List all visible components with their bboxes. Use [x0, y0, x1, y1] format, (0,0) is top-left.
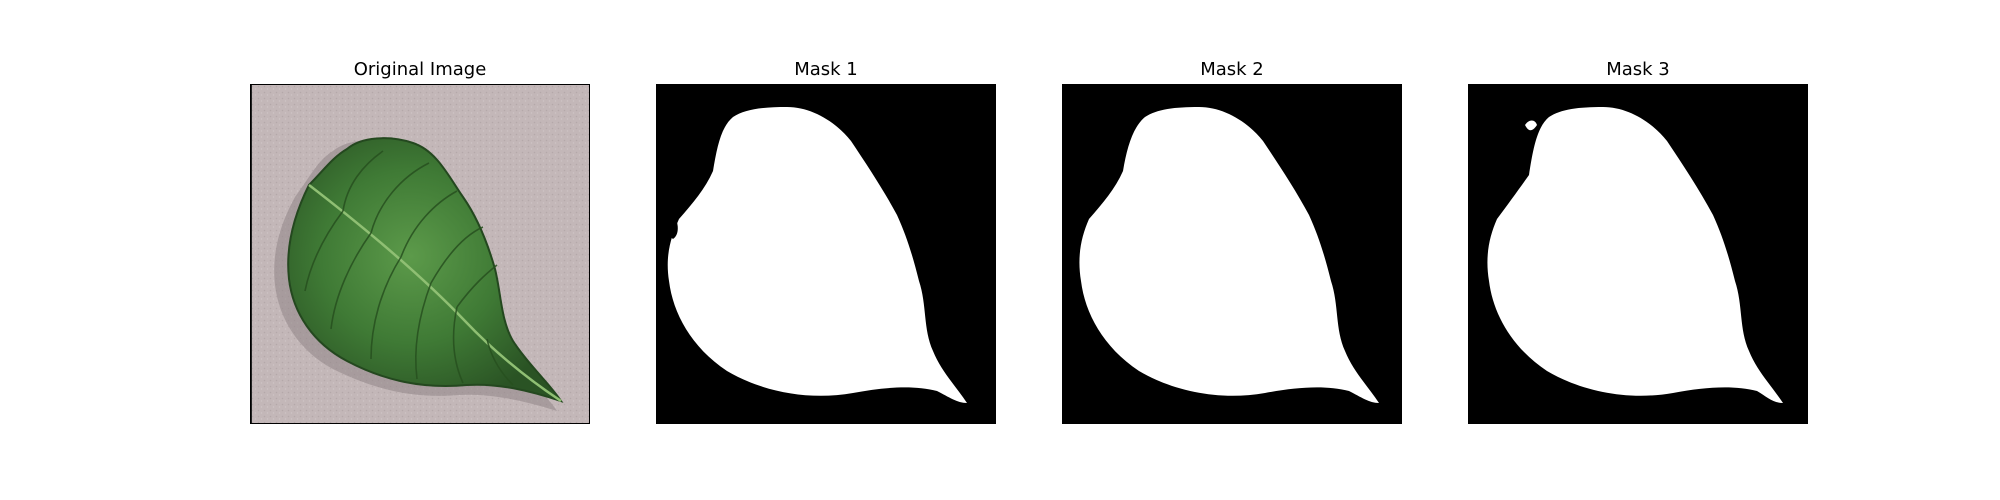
leaf-midrib	[308, 184, 562, 403]
mask-hole	[668, 217, 678, 239]
leaf-photo	[251, 85, 589, 423]
leaf	[287, 137, 564, 403]
mask-2	[1063, 85, 1401, 423]
mask-1	[657, 85, 995, 423]
mask-3-image	[1468, 84, 1808, 424]
mask-fragment	[1525, 120, 1537, 131]
mask-2-image	[1062, 84, 1402, 424]
mask-region	[1079, 107, 1379, 403]
panel-title: Original Image	[353, 59, 487, 80]
mask-1-image	[656, 84, 996, 424]
original-image	[250, 84, 590, 424]
leaf-veins	[304, 150, 514, 386]
panel-title: Mask 3	[1606, 59, 1670, 80]
panel-title: Mask 2	[1200, 59, 1264, 80]
mask-3	[1469, 85, 1807, 423]
mask-region	[1487, 107, 1783, 403]
mask-region	[667, 107, 967, 403]
panel-title: Mask 1	[794, 59, 858, 80]
